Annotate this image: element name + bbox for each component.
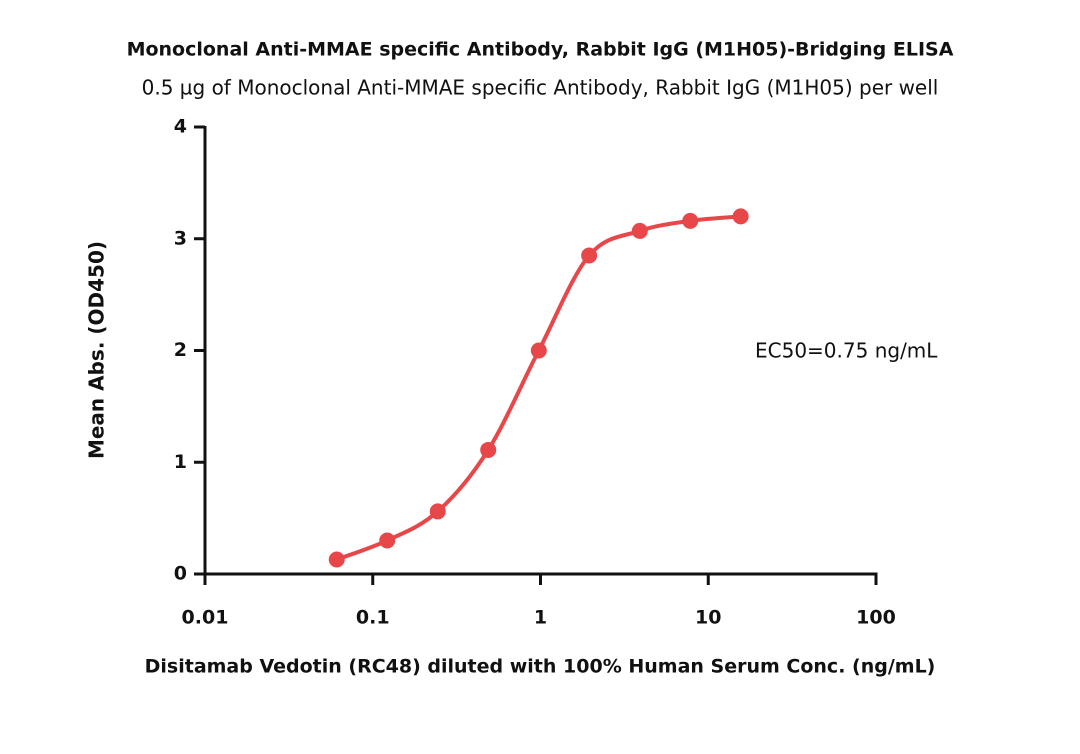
x-axis-label: Disitamab Vedotin (RC48) diluted with 10… — [145, 656, 936, 678]
x-tick-label: 10 — [695, 607, 721, 629]
y-axis-label: Mean Abs. (OD450) — [85, 241, 109, 459]
data-point — [631, 222, 648, 239]
annotation: EC50=0.75 ng/mL — [755, 339, 938, 363]
data-point — [379, 532, 396, 549]
chart-subtitle: 0.5 µg of Monoclonal Anti-MMAE specific … — [142, 76, 939, 100]
x-tick-label: 1 — [534, 607, 547, 629]
x-tick-label: 100 — [856, 607, 896, 629]
data-point — [682, 212, 699, 229]
y-tick-label: 2 — [174, 339, 187, 361]
data-point — [732, 208, 749, 225]
data-point — [581, 247, 598, 264]
x-tick-label: 0.1 — [356, 607, 390, 629]
x-tick-label: 0.01 — [182, 607, 229, 629]
y-tick-label: 1 — [174, 451, 187, 473]
data-point — [328, 551, 345, 568]
y-tick-label: 3 — [174, 227, 187, 249]
y-tick-label: 4 — [174, 116, 187, 138]
chart-title: Monoclonal Anti-MMAE specific Antibody, … — [127, 39, 954, 61]
data-point — [480, 441, 497, 458]
data-point — [429, 503, 446, 520]
y-tick-label: 0 — [174, 563, 187, 585]
data-point — [530, 342, 547, 359]
